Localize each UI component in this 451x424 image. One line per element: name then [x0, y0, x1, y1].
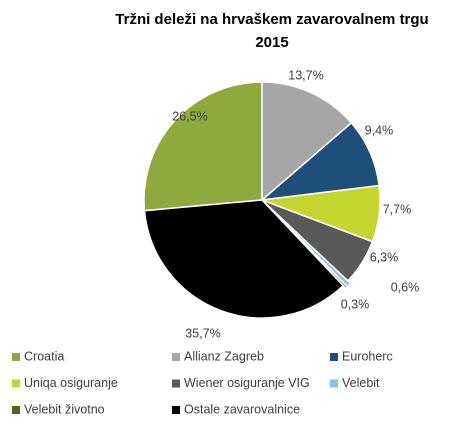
chart-title: Tržni deleži na hrvaškem zavarovalnem tr…	[115, 11, 428, 28]
data-label: 35,7%	[185, 326, 220, 340]
legend-label: Euroherc	[342, 349, 393, 363]
legend-label: Uniqa osiguranje	[24, 376, 118, 390]
legend-swatch	[172, 353, 180, 361]
pie-slice	[143, 81, 263, 212]
legend-label: Croatia	[24, 349, 64, 363]
data-label: 6,3%	[370, 250, 399, 264]
legend-label: Velebit životno	[24, 402, 105, 416]
chart-title: 2015	[255, 34, 288, 51]
data-label: 9,4%	[365, 123, 394, 137]
data-label: 0,6%	[391, 280, 420, 294]
legend-swatch	[172, 379, 180, 388]
data-label: 7,7%	[383, 202, 412, 216]
legend-label: Ostale zavarovalnice	[184, 402, 300, 416]
legend-swatch	[330, 379, 338, 388]
data-label: 26,5%	[172, 109, 207, 123]
pie-slice	[143, 199, 345, 319]
legend-label: Wiener osiguranje VIG	[184, 376, 310, 390]
legend-label: Velebit	[342, 376, 380, 390]
data-label: 0,3%	[341, 297, 370, 311]
legend-swatch	[12, 406, 20, 414]
data-label: 13,7%	[288, 68, 323, 82]
legend-swatch	[12, 379, 20, 388]
legend-swatch	[330, 353, 338, 361]
pie-slice	[261, 81, 353, 202]
legend-label: Allianz Zagreb	[184, 349, 264, 363]
legend-swatch	[172, 406, 180, 414]
legend-swatch	[12, 353, 20, 361]
